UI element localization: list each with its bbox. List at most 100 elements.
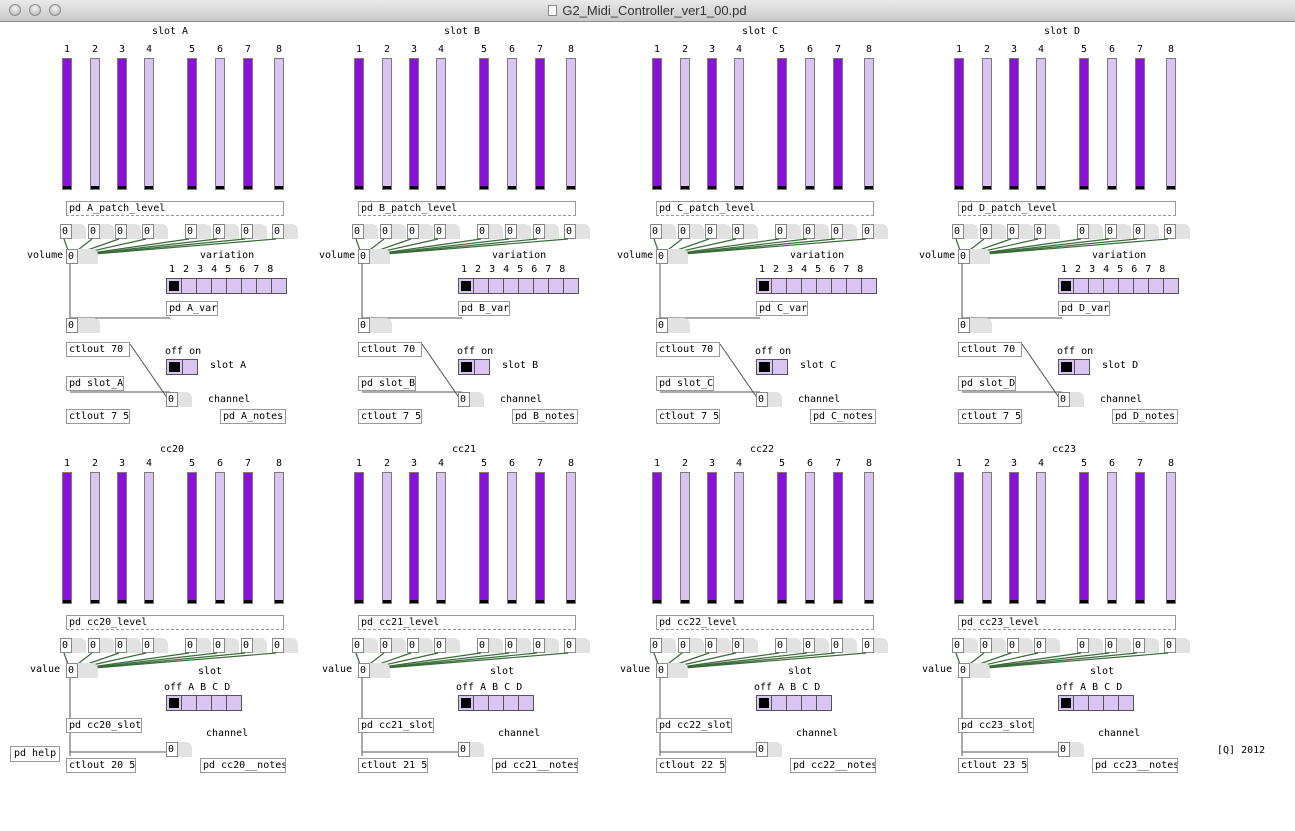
level-slider[interactable]: [1166, 472, 1176, 604]
number-box[interactable]: 0: [1077, 224, 1089, 239]
radio-cell[interactable]: [1074, 279, 1089, 293]
level-slider[interactable]: [1107, 58, 1117, 190]
variation-radio[interactable]: [756, 278, 877, 294]
slot-object[interactable]: pd slot_D: [958, 376, 1016, 391]
ctlout-70-object[interactable]: ctlout 70 5: [656, 342, 720, 357]
slot-object[interactable]: pd slot_B: [358, 376, 416, 391]
slot-select-radio[interactable]: [458, 695, 534, 711]
level-slider[interactable]: [62, 472, 72, 604]
var-object[interactable]: pd A_var: [166, 301, 218, 316]
number-box[interactable]: 0: [66, 318, 78, 333]
radio-cell[interactable]: [787, 696, 802, 710]
radio-cell[interactable]: [504, 279, 519, 293]
radio-cell[interactable]: [817, 696, 831, 710]
number-box[interactable]: 0: [1077, 638, 1089, 653]
radio-cell[interactable]: [474, 279, 489, 293]
number-box[interactable]: 0: [862, 638, 874, 653]
radio-cell[interactable]: [227, 696, 241, 710]
radio-cell[interactable]: [182, 279, 197, 293]
level-slider[interactable]: [409, 58, 419, 190]
number-box[interactable]: 0: [88, 638, 100, 653]
channel-number-box[interactable]: 0: [756, 392, 768, 407]
slot-toggle[interactable]: [1058, 359, 1090, 375]
number-box[interactable]: 0: [533, 224, 545, 239]
radio-cell[interactable]: [549, 279, 564, 293]
level-slider[interactable]: [144, 58, 154, 190]
value-number-box[interactable]: 0: [358, 663, 370, 678]
value-number-box[interactable]: 0: [958, 663, 970, 678]
number-box[interactable]: 0: [358, 318, 370, 333]
level-slider[interactable]: [652, 472, 662, 604]
radio-cell[interactable]: [212, 696, 227, 710]
number-box[interactable]: 0: [185, 638, 197, 653]
number-box[interactable]: 0: [678, 638, 690, 653]
number-box[interactable]: 0: [477, 224, 489, 239]
patch-level-object[interactable]: pd D_patch_level: [958, 201, 1176, 216]
number-box[interactable]: 0: [142, 224, 154, 239]
radio-cell[interactable]: [817, 279, 832, 293]
radio-cell[interactable]: [1164, 279, 1178, 293]
radio-cell[interactable]: [1089, 696, 1104, 710]
notes-object[interactable]: pd cc21__notes: [492, 758, 578, 773]
number-box[interactable]: 0: [434, 224, 446, 239]
ctlout-object[interactable]: ctlout 20 5: [66, 758, 136, 773]
radio-cell[interactable]: [1104, 696, 1119, 710]
level-slider[interactable]: [382, 58, 392, 190]
radio-cell[interactable]: [474, 696, 489, 710]
variation-radio[interactable]: [1058, 278, 1179, 294]
number-box[interactable]: 0: [380, 224, 392, 239]
level-slider[interactable]: [1036, 58, 1046, 190]
number-box[interactable]: 0: [831, 638, 843, 653]
var-object[interactable]: pd B_var: [458, 301, 510, 316]
channel-number-box[interactable]: 0: [166, 742, 178, 757]
radio-cell[interactable]: [832, 279, 847, 293]
var-object[interactable]: pd C_var: [756, 301, 808, 316]
number-box[interactable]: 0: [678, 224, 690, 239]
radio-cell[interactable]: [1059, 279, 1074, 293]
radio-cell[interactable]: [1119, 279, 1134, 293]
radio-cell[interactable]: [519, 279, 534, 293]
volume-number-box[interactable]: 0: [656, 249, 668, 264]
level-slider[interactable]: [1079, 472, 1089, 604]
close-window-button[interactable]: [9, 4, 21, 16]
radio-cell[interactable]: [167, 279, 182, 293]
ctlout-object[interactable]: ctlout 22 5: [656, 758, 726, 773]
number-box[interactable]: 0: [115, 224, 127, 239]
number-box[interactable]: 0: [650, 638, 662, 653]
level-slider[interactable]: [777, 58, 787, 190]
patch-canvas[interactable]: slot A 1 2 3 4 5 6 7 8 pd A_patch_level 0 0 0 0 0 0 0 0 vo…: [0, 22, 1295, 774]
radio-cell[interactable]: [802, 279, 817, 293]
radio-cell[interactable]: [489, 279, 504, 293]
level-slider[interactable]: [187, 472, 197, 604]
radio-cell[interactable]: [459, 696, 474, 710]
value-number-box[interactable]: 0: [656, 663, 668, 678]
number-box[interactable]: 0: [1007, 224, 1019, 239]
number-box[interactable]: 0: [980, 224, 992, 239]
notes-object[interactable]: pd D_notes: [1112, 409, 1178, 424]
number-box[interactable]: 0: [831, 224, 843, 239]
ctlout-7-object[interactable]: ctlout 7 5: [358, 409, 422, 424]
number-box[interactable]: 0: [862, 224, 874, 239]
radio-cell[interactable]: [1074, 696, 1089, 710]
slot-object[interactable]: pd slot_C: [656, 376, 714, 391]
level-slider[interactable]: [243, 58, 253, 190]
toggle-cell[interactable]: [167, 360, 183, 374]
radio-cell[interactable]: [757, 279, 772, 293]
slot-toggle[interactable]: [756, 359, 788, 375]
notes-object[interactable]: pd cc22__notes: [790, 758, 876, 773]
radio-cell[interactable]: [1059, 696, 1074, 710]
help-object[interactable]: pd help: [10, 746, 61, 762]
number-box[interactable]: 0: [115, 638, 127, 653]
level-slider[interactable]: [1166, 58, 1176, 190]
toggle-cell[interactable]: [475, 360, 490, 374]
channel-number-box[interactable]: 0: [166, 392, 178, 407]
level-slider[interactable]: [507, 58, 517, 190]
level-slider[interactable]: [409, 472, 419, 604]
level-slider[interactable]: [833, 58, 843, 190]
level-slider[interactable]: [954, 58, 964, 190]
level-slider[interactable]: [90, 58, 100, 190]
level-slider[interactable]: [436, 472, 446, 604]
cc-level-object[interactable]: pd cc22_level: [656, 615, 874, 630]
ctlout-70-object[interactable]: ctlout 70 5: [958, 342, 1022, 357]
radio-cell[interactable]: [1104, 279, 1119, 293]
